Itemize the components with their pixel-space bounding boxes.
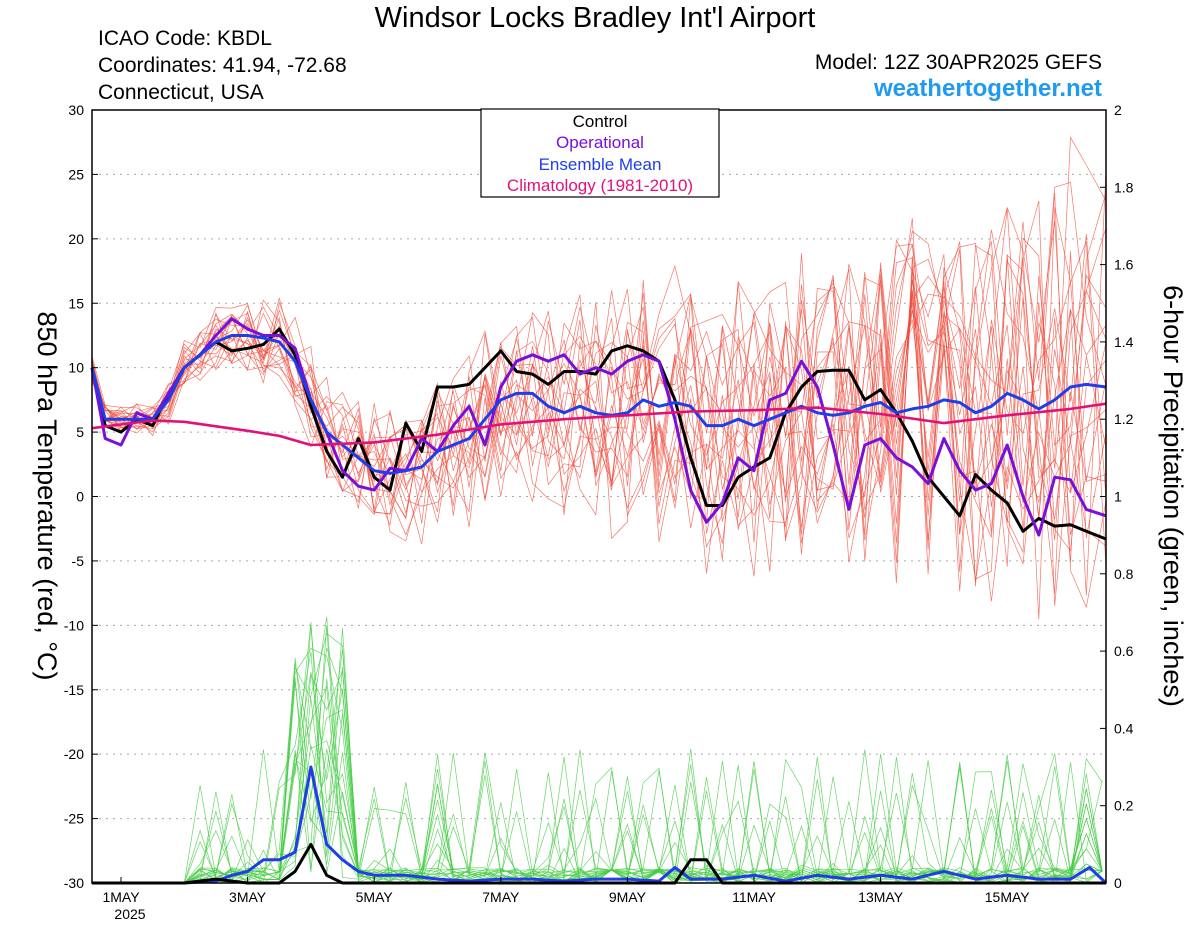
- precip-member-line: [92, 621, 1103, 884]
- temp-ensemble-members: [91, 136, 1107, 620]
- legend-control: Control: [573, 112, 628, 131]
- precip-member-line: [92, 628, 1103, 884]
- temp-member-line: [91, 181, 1107, 562]
- left-tick-label: -10: [64, 617, 84, 633]
- precip-member-line: [92, 625, 1103, 884]
- right-tick-label: 0.6: [1114, 643, 1134, 659]
- precip-member-line: [92, 671, 1103, 884]
- right-tick-label: 1.2: [1114, 411, 1134, 427]
- temp-member-line: [91, 237, 1107, 567]
- left-tick-label: 5: [76, 424, 84, 440]
- precip-member-line: [92, 667, 1103, 884]
- model-run: Model: 12Z 30APR2025 GEFS: [814, 51, 1102, 74]
- control-temp-line: [90, 327, 1107, 541]
- right-tick-label: 0.2: [1114, 798, 1134, 814]
- control-precip-line: [92, 842, 1106, 885]
- legend-ensemble-mean: Ensemble Mean: [539, 155, 662, 174]
- left-tick-label: -30: [64, 875, 84, 891]
- temp-member-line: [91, 254, 1107, 580]
- x-tick-label: 15MAY: [985, 889, 1031, 905]
- x-tick-label: 5MAY: [356, 889, 394, 905]
- x-tick-label: 11MAY: [732, 889, 776, 905]
- website-link[interactable]: weathertogether.net: [873, 75, 1102, 102]
- x-axis-ticks: 1MAY 3MAY 5MAY 7MAY 9MAY 11MAY 13MAY 15MAY: [102, 877, 1030, 905]
- left-axis-ticks: -30 -25 -20 -15 -10 -5 0 5 10 15 20 25 30: [64, 102, 98, 891]
- precip-member-line: [92, 677, 1103, 884]
- coordinates: Coordinates: 41.94, -72.68: [98, 54, 347, 77]
- precip-ensemble-members: [92, 616, 1103, 884]
- left-tick-label: 20: [68, 231, 84, 247]
- legend-operational: Operational: [556, 133, 644, 152]
- left-tick-label: -25: [64, 811, 84, 827]
- right-tick-label: 0: [1114, 875, 1122, 891]
- legend-box: [480, 108, 720, 198]
- precip-member-line: [92, 649, 1103, 884]
- right-tick-label: 0.8: [1114, 566, 1134, 582]
- left-tick-label: 25: [68, 166, 84, 182]
- right-tick-label: 1.6: [1114, 257, 1134, 273]
- precip-member-line: [92, 752, 1103, 884]
- chart-title: Windsor Locks Bradley Int'l Airport: [374, 2, 816, 34]
- main-series: [90, 317, 1108, 885]
- left-tick-label: 30: [68, 102, 84, 118]
- left-tick-label: -15: [64, 682, 84, 698]
- x-tick-label: 13MAY: [858, 889, 904, 905]
- icao-code: ICAO Code: KBDL: [98, 27, 272, 50]
- left-axis-label: 850 hPa Temperature (red, °C): [32, 312, 62, 681]
- left-tick-label: 0: [76, 489, 84, 505]
- left-tick-label: -20: [64, 746, 84, 762]
- precip-member-line: [92, 648, 1103, 884]
- climatology-1981-2010-temp-line: [91, 402, 1107, 447]
- right-axis-label: 6-hour Precipitation (green, inches): [1158, 285, 1188, 707]
- ensemble-mean-precip-line: [92, 765, 1108, 885]
- legend-climatology: Climatology (1981-2010): [507, 176, 693, 195]
- right-axis-ticks: 0 0.2 0.4 0.6 0.8 1 1.2 1.4 1.6 1.8 2: [1100, 102, 1134, 891]
- left-tick-label: 10: [68, 360, 84, 376]
- precip-member-line: [92, 647, 1103, 884]
- precip-member-line: [92, 670, 1103, 884]
- right-tick-label: 0.4: [1114, 720, 1134, 736]
- right-tick-label: 1.4: [1114, 334, 1134, 350]
- precip-member-line: [92, 678, 1103, 884]
- region: Connecticut, USA: [98, 81, 264, 104]
- right-tick-label: 1: [1114, 489, 1122, 505]
- x-tick-label: 1MAY: [102, 889, 140, 905]
- temp-member-line: [91, 274, 1107, 524]
- temp-member-line: [91, 206, 1107, 620]
- right-tick-label: 2: [1114, 102, 1122, 118]
- x-tick-label: 3MAY: [229, 889, 267, 905]
- x-tick-label: 7MAY: [482, 889, 520, 905]
- right-tick-label: 1.8: [1114, 179, 1134, 195]
- operational-temp-line: [90, 317, 1107, 537]
- x-axis-year: 2025: [114, 906, 145, 922]
- precip-member-line: [92, 651, 1103, 884]
- precip-member-line: [92, 632, 1103, 884]
- x-tick-label: 9MAY: [609, 889, 647, 905]
- legend: Control Operational Ensemble Mean Climat…: [480, 108, 720, 198]
- temp-member-line: [91, 245, 1107, 566]
- left-tick-label: -5: [72, 553, 85, 569]
- left-tick-label: 15: [68, 295, 84, 311]
- temp-member-line: [91, 206, 1107, 592]
- ensemble-mean-temp-line: [90, 334, 1107, 475]
